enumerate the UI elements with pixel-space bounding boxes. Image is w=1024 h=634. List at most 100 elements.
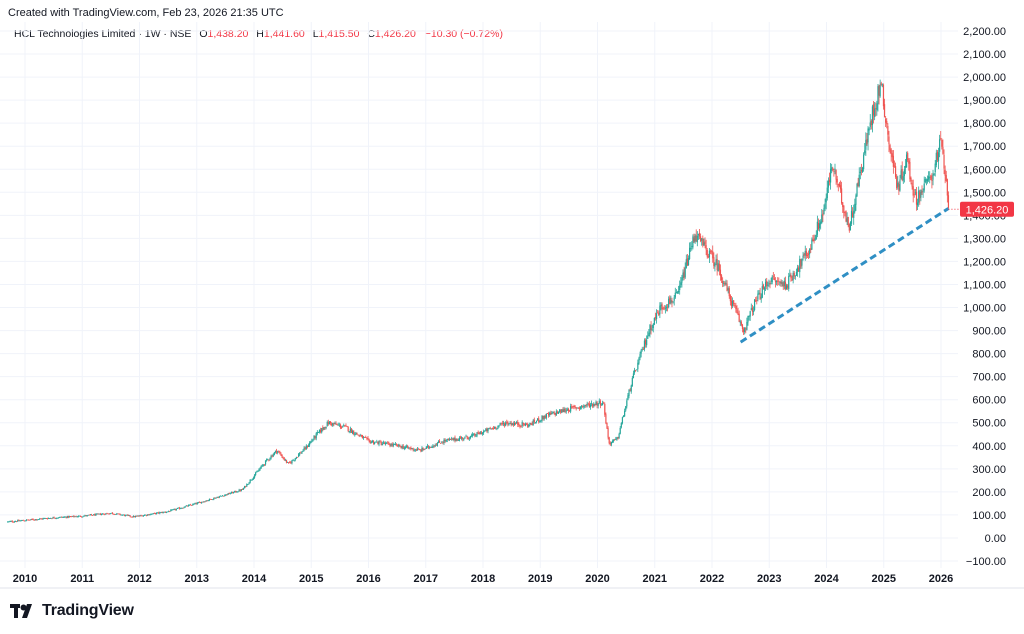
candle-body xyxy=(893,165,896,167)
candle-body xyxy=(86,515,88,517)
candle-body xyxy=(420,449,422,452)
candle-body xyxy=(370,441,372,444)
last-price-marker: 1,426.20 xyxy=(948,201,1014,217)
candle-body xyxy=(789,274,791,277)
candle-body xyxy=(846,218,848,222)
candle-body xyxy=(362,437,365,438)
candle-body xyxy=(269,458,271,460)
candle-body xyxy=(380,442,382,445)
candle-body xyxy=(513,422,516,425)
candle-body xyxy=(658,312,660,315)
candle-body xyxy=(52,517,54,519)
candle-body xyxy=(646,339,648,346)
candle-body xyxy=(718,263,720,271)
candle-body xyxy=(800,259,802,267)
candle-body xyxy=(560,409,562,413)
candle-body xyxy=(911,182,913,187)
candle-body xyxy=(399,444,401,447)
candle-body xyxy=(682,272,684,279)
candle-body xyxy=(10,521,12,522)
candle-body xyxy=(663,307,665,309)
candle-body xyxy=(875,107,877,110)
candle-body xyxy=(351,430,354,434)
candle-body xyxy=(605,414,607,424)
candle-body xyxy=(365,437,367,438)
candle-body xyxy=(596,402,598,406)
candle-body xyxy=(896,176,898,188)
candle-body xyxy=(890,149,892,154)
candle-body xyxy=(215,497,217,499)
candle-body xyxy=(649,324,651,334)
candle-body xyxy=(805,251,807,257)
candle-body xyxy=(99,513,101,515)
candle-body xyxy=(455,439,457,441)
candle-body xyxy=(51,518,53,520)
candle-body xyxy=(586,403,588,406)
candle-body xyxy=(498,425,500,427)
grid xyxy=(0,22,1024,589)
candle-body xyxy=(749,311,751,317)
candle-body xyxy=(822,213,824,216)
candle-body xyxy=(344,425,346,427)
candle-body xyxy=(619,427,621,434)
candle-body xyxy=(343,425,345,427)
candle-body xyxy=(407,445,409,448)
candle-body xyxy=(660,304,662,306)
candle-body xyxy=(241,489,244,490)
candle-body xyxy=(263,464,266,466)
candle-body xyxy=(913,193,915,195)
candle-body xyxy=(247,484,249,485)
candle-body xyxy=(452,438,454,441)
candle-body xyxy=(661,304,663,310)
candle-body xyxy=(900,170,902,178)
candle-body xyxy=(856,184,858,196)
candle-body xyxy=(736,309,738,314)
candle-body xyxy=(598,400,600,404)
candle-body xyxy=(481,432,484,434)
candle-body xyxy=(76,516,78,518)
candle-body xyxy=(709,251,712,253)
candle-body xyxy=(614,438,616,440)
time-axis[interactable]: 2010 2011 2012 2013 2014 2015 2016 2017 2018 2019… xyxy=(13,573,953,585)
support-trendline xyxy=(739,207,950,344)
candle-body xyxy=(355,432,357,435)
candle-body xyxy=(921,191,923,193)
candle-body xyxy=(307,445,310,447)
candle-body xyxy=(119,513,121,515)
candle-body xyxy=(457,440,459,441)
candle-body xyxy=(164,511,166,513)
candle-body xyxy=(538,418,540,422)
candle-body xyxy=(502,423,505,425)
tradingview-brand[interactable]: TradingView xyxy=(10,601,134,621)
candle-body xyxy=(240,489,242,491)
candle-body xyxy=(56,517,58,519)
candle-body xyxy=(242,488,245,490)
candle-body xyxy=(278,451,280,453)
candle-body xyxy=(30,519,32,520)
candle-body xyxy=(574,406,576,408)
candle-body xyxy=(556,411,559,414)
candle-body xyxy=(266,459,268,461)
candle-body xyxy=(527,424,529,427)
candle-body xyxy=(792,272,794,281)
candle-body xyxy=(672,301,674,303)
candle-body xyxy=(259,468,261,470)
candle-body xyxy=(722,281,724,284)
candle-body xyxy=(171,509,173,511)
candle-body xyxy=(353,430,355,435)
candle-body xyxy=(844,211,846,213)
price-axis[interactable]: 2,200.00 2,100.00 2,000.00 1,900.00 1,800.00… xyxy=(963,26,1006,568)
candle-body xyxy=(827,180,829,188)
candle-body xyxy=(182,507,184,509)
candle-body xyxy=(17,520,19,522)
candle-body xyxy=(778,280,780,282)
candle-body xyxy=(196,502,198,505)
candle-body xyxy=(759,292,761,300)
candle-body xyxy=(197,502,199,504)
candle-body xyxy=(731,300,734,306)
candle-body xyxy=(57,517,60,519)
candle-body xyxy=(624,410,626,417)
candle-body xyxy=(268,459,270,461)
candle-body xyxy=(272,454,274,457)
